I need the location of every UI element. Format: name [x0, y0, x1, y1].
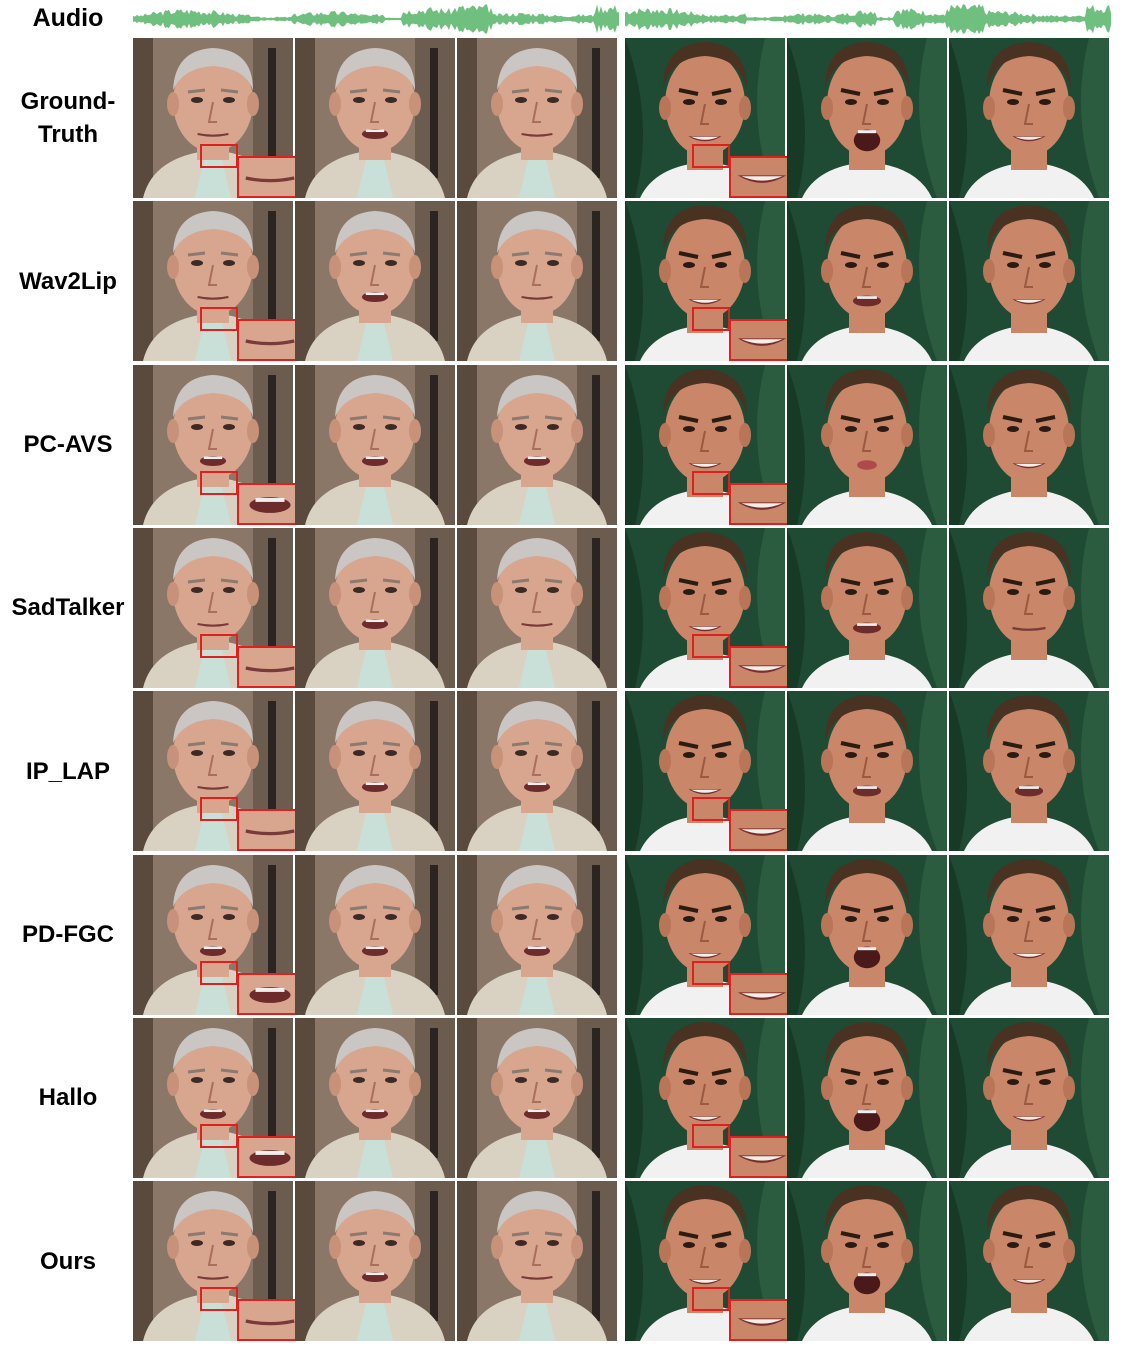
zoom-region-box [200, 1123, 238, 1148]
zoom-inset [237, 1299, 301, 1342]
frame-speaker-b [949, 527, 1109, 688]
frame-speaker-b [787, 364, 947, 525]
audio-label: Audio [32, 4, 104, 32]
method-label: Ground- Truth [20, 88, 116, 148]
method-label: PC-AVS [23, 431, 113, 459]
zoom-inset [237, 319, 301, 362]
zoom-inset [237, 972, 301, 1015]
frame-speaker-b [949, 38, 1109, 198]
frame-speaker-b [949, 1181, 1109, 1342]
frame-speaker-a [295, 1017, 455, 1178]
zoom-region-box [692, 960, 730, 985]
frame-speaker-a [457, 1181, 617, 1342]
method-label: Ours [39, 1247, 96, 1275]
frame-speaker-b [787, 854, 947, 1015]
zoom-inset [237, 645, 301, 688]
frame-speaker-a [295, 527, 455, 688]
zoom-region-box [692, 1123, 730, 1148]
frame-speaker-a [457, 1017, 617, 1178]
zoom-inset [237, 1135, 301, 1178]
frame-speaker-b [787, 1181, 947, 1342]
frame-speaker-b [949, 691, 1109, 852]
zoom-region-box [692, 797, 730, 822]
zoom-region-box [692, 144, 730, 168]
zoom-region-box [200, 307, 238, 332]
zoom-inset [237, 482, 301, 525]
zoom-inset [729, 1299, 809, 1342]
zoom-region-box [200, 960, 238, 985]
method-label: Wav2Lip [19, 267, 117, 295]
frame-speaker-a [457, 201, 617, 362]
frame-speaker-b [787, 691, 947, 852]
frame-speaker-a [457, 364, 617, 525]
frame-speaker-a [295, 38, 455, 198]
frame-speaker-b [787, 527, 947, 688]
zoom-region-box [692, 307, 730, 332]
frame-speaker-b [949, 364, 1109, 525]
zoom-inset [237, 156, 301, 198]
frame-speaker-a [457, 854, 617, 1015]
frame-speaker-a [457, 38, 617, 198]
frame-speaker-b [787, 201, 947, 362]
frame-speaker-a [457, 527, 617, 688]
method-label: Hallo [38, 1084, 98, 1112]
frame-speaker-a [295, 1181, 455, 1342]
zoom-inset [729, 972, 809, 1015]
method-label: IP_LAP [25, 757, 111, 785]
zoom-inset [729, 809, 809, 852]
audio-waveform-right [625, 3, 1111, 35]
audio-waveform-left [133, 4, 619, 34]
method-label: PD-FGC [22, 921, 114, 948]
frame-speaker-b [949, 1017, 1109, 1178]
zoom-region-box [200, 633, 238, 658]
zoom-inset [729, 645, 809, 688]
zoom-region-box [200, 144, 238, 168]
frame-speaker-a [295, 691, 455, 852]
method-label: SadTalker [11, 594, 125, 622]
zoom-region-box [200, 1287, 238, 1312]
frame-speaker-b [949, 854, 1109, 1015]
zoom-inset [729, 482, 809, 525]
frame-speaker-b [625, 1017, 785, 1178]
frame-speaker-a [295, 854, 455, 1015]
frame-speaker-a [295, 201, 455, 362]
frame-speaker-b [787, 38, 947, 198]
zoom-region-box [692, 1287, 730, 1312]
frame-speaker-a [457, 691, 617, 852]
zoom-region-box [692, 470, 730, 495]
frame-speaker-b [787, 1017, 947, 1178]
zoom-region-box [200, 797, 238, 822]
frame-speaker-b [949, 201, 1109, 362]
frame-speaker-a [295, 364, 455, 525]
zoom-region-box [200, 470, 238, 495]
zoom-region-box [692, 633, 730, 658]
zoom-inset [237, 809, 301, 852]
